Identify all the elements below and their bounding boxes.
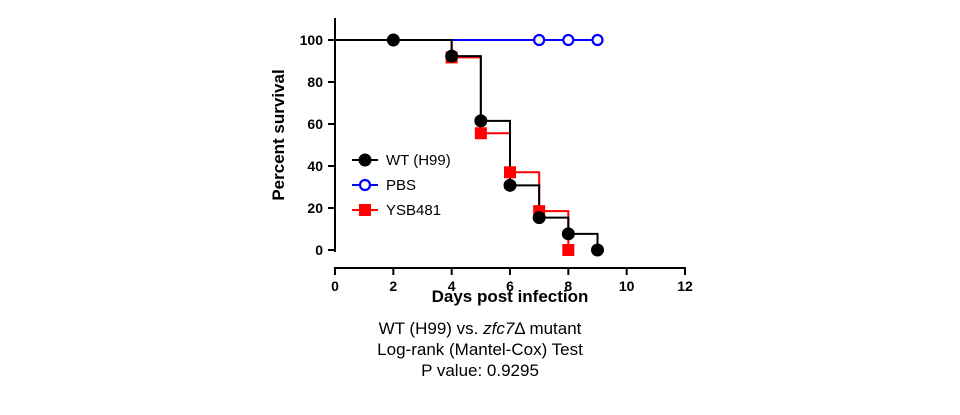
data-point	[591, 33, 604, 47]
series-line-wt-h99	[335, 39, 599, 250]
legend-label: WT (H99)	[386, 152, 451, 169]
legend-label: YSB481	[386, 202, 441, 219]
x-tick-label: 12	[677, 278, 693, 294]
x-tick-label: 0	[331, 278, 339, 294]
data-point	[532, 211, 546, 225]
y-axis-title: Percent survival	[269, 69, 288, 200]
x-axis-title: Days post infection	[432, 287, 589, 306]
data-point	[533, 33, 546, 47]
data-point	[562, 33, 575, 47]
y-tick-label: 0	[315, 242, 323, 258]
caption-suffix: Δ mutant	[514, 319, 582, 338]
data-point	[562, 244, 575, 256]
caption-prefix: WT (H99) vs.	[378, 319, 484, 338]
y-tick-label: 40	[307, 158, 323, 174]
data-point	[474, 127, 487, 140]
legend-marker	[359, 204, 371, 216]
caption-gene: zfc7	[483, 319, 515, 338]
legend-marker	[358, 153, 372, 167]
x-tick-label: 8	[564, 278, 572, 294]
x-tick-label: 2	[389, 278, 397, 294]
x-tick-label: 10	[619, 278, 635, 294]
legend-marker	[358, 178, 372, 192]
data-point	[445, 49, 459, 63]
legend-label: PBS	[386, 177, 416, 194]
x-tick-label: 4	[448, 278, 456, 294]
y-tick-label: 100	[300, 32, 324, 48]
survival-chart: 0 20 40 60 80 100 0 2 4 6 8 10 12 Days post infection…	[269, 18, 693, 306]
data-point	[474, 114, 488, 128]
y-tick-label: 80	[307, 74, 323, 90]
y-tick-label: 60	[307, 116, 323, 132]
caption-pvalue: P value: 0.9295	[421, 361, 539, 380]
caption-test: Log-rank (Mantel-Cox) Test	[377, 340, 583, 359]
data-point	[503, 178, 517, 192]
caption-comparison: WT (H99) vs. zfc7Δ mutant	[0, 318, 960, 339]
x-tick-label: 6	[506, 278, 514, 294]
data-point	[591, 243, 604, 257]
chart-caption: WT (H99) vs. zfc7Δ mutant Log-rank (Mant…	[0, 318, 960, 381]
data-point	[386, 33, 400, 47]
data-point	[504, 166, 516, 179]
data-point	[561, 227, 575, 241]
y-tick-label: 20	[307, 200, 323, 216]
